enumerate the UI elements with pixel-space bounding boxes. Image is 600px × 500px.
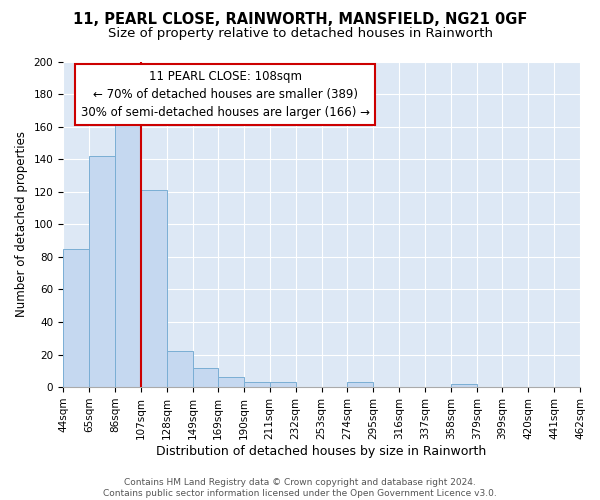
Bar bbox=[141, 190, 167, 387]
Bar bbox=[269, 382, 296, 387]
Text: Contains HM Land Registry data © Crown copyright and database right 2024.
Contai: Contains HM Land Registry data © Crown c… bbox=[103, 478, 497, 498]
Bar bbox=[244, 382, 269, 387]
Bar bbox=[63, 248, 89, 387]
Bar bbox=[115, 122, 141, 387]
Bar bbox=[193, 368, 218, 387]
Y-axis label: Number of detached properties: Number of detached properties bbox=[15, 132, 28, 318]
Text: Size of property relative to detached houses in Rainworth: Size of property relative to detached ho… bbox=[107, 28, 493, 40]
Bar bbox=[167, 352, 193, 387]
Text: 11 PEARL CLOSE: 108sqm
← 70% of detached houses are smaller (389)
30% of semi-de: 11 PEARL CLOSE: 108sqm ← 70% of detached… bbox=[80, 70, 370, 118]
Text: 11, PEARL CLOSE, RAINWORTH, MANSFIELD, NG21 0GF: 11, PEARL CLOSE, RAINWORTH, MANSFIELD, N… bbox=[73, 12, 527, 28]
Bar bbox=[347, 382, 373, 387]
Bar bbox=[89, 156, 115, 387]
Bar bbox=[451, 384, 478, 387]
Bar bbox=[218, 378, 244, 387]
X-axis label: Distribution of detached houses by size in Rainworth: Distribution of detached houses by size … bbox=[157, 444, 487, 458]
